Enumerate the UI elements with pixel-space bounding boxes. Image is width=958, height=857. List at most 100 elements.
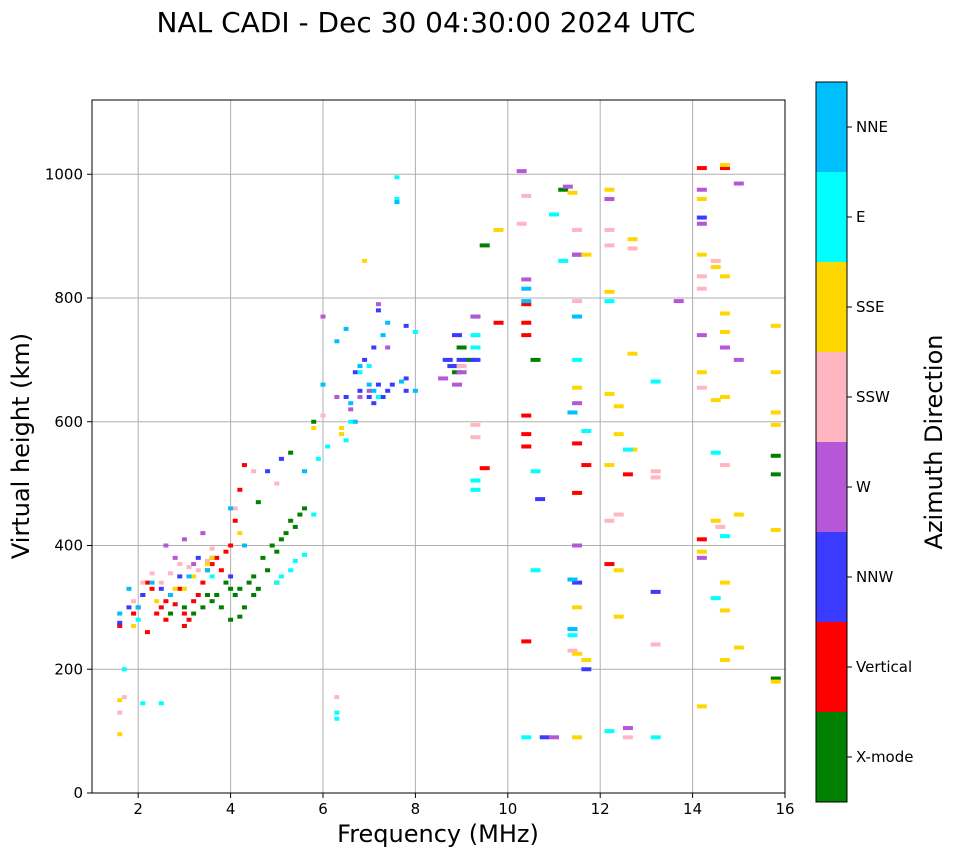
y-tick-label: 600	[54, 413, 83, 431]
data-point	[269, 543, 275, 548]
data-point	[650, 642, 661, 647]
y-axis-label: Virtual height (km)	[7, 333, 35, 559]
data-point	[255, 500, 261, 505]
data-point	[572, 385, 583, 390]
colorbar-segment	[816, 172, 847, 262]
data-point	[117, 620, 123, 625]
data-point	[348, 401, 354, 406]
data-point	[195, 555, 201, 560]
data-point	[172, 602, 178, 607]
data-point	[710, 258, 721, 263]
data-point	[334, 339, 340, 344]
data-point	[200, 605, 206, 610]
data-point	[572, 314, 583, 319]
data-point	[696, 333, 707, 338]
data-point	[288, 568, 294, 573]
data-point	[131, 599, 137, 604]
grid-lines	[92, 100, 786, 794]
data-point	[567, 410, 578, 415]
x-tick-label: 14	[683, 800, 702, 818]
data-point	[403, 376, 409, 381]
data-point	[719, 463, 730, 468]
data-point	[334, 695, 340, 700]
y-tick-label: 0	[73, 784, 83, 802]
data-point	[191, 599, 197, 604]
data-point	[770, 472, 781, 477]
data-point	[558, 187, 569, 192]
data-point	[181, 537, 187, 542]
data-point	[456, 345, 467, 350]
data-point	[696, 549, 707, 554]
data-point	[627, 237, 638, 242]
data-point	[715, 524, 726, 529]
data-point	[530, 568, 541, 573]
data-point	[366, 382, 372, 387]
data-point	[158, 701, 164, 706]
data-point	[710, 450, 721, 455]
data-point	[371, 388, 377, 393]
data-point	[770, 323, 781, 328]
data-point	[149, 586, 155, 591]
data-point	[186, 617, 192, 622]
data-point	[223, 580, 229, 585]
data-point	[366, 364, 372, 369]
data-point	[604, 187, 615, 192]
data-point	[470, 487, 481, 492]
data-point	[650, 589, 661, 594]
data-point	[549, 735, 559, 740]
data-point	[572, 299, 583, 304]
data-point	[581, 657, 592, 662]
data-point	[719, 608, 730, 613]
data-point	[567, 190, 578, 195]
data-point	[650, 469, 661, 474]
data-point	[770, 676, 781, 681]
data-point	[696, 370, 707, 375]
data-point	[168, 571, 174, 576]
data-point	[572, 441, 583, 446]
data-point	[117, 698, 123, 703]
data-point	[581, 667, 592, 672]
data-point	[604, 518, 615, 523]
data-point	[334, 716, 340, 721]
data-point	[710, 518, 721, 523]
data-point	[604, 299, 615, 304]
data-point	[770, 370, 781, 375]
data-point	[770, 528, 781, 533]
data-point	[581, 429, 592, 434]
data-point	[320, 413, 326, 418]
data-point	[288, 518, 294, 523]
data-point	[205, 593, 210, 597]
data-point	[456, 364, 467, 369]
data-point	[246, 580, 252, 585]
data-point	[288, 450, 294, 455]
colorbar-segment	[816, 532, 847, 622]
data-point	[371, 401, 377, 406]
data-point	[604, 227, 615, 232]
data-point	[380, 395, 386, 399]
data-point	[135, 617, 141, 622]
data-point	[149, 580, 155, 585]
colorbar-segment	[816, 712, 847, 802]
data-point	[218, 605, 224, 610]
series-nne	[117, 200, 583, 632]
data-point	[168, 611, 174, 616]
data-point	[719, 274, 730, 279]
data-point	[302, 506, 308, 511]
data-point	[622, 726, 633, 731]
data-point	[696, 537, 707, 542]
data-point	[733, 181, 744, 186]
data-point	[581, 252, 592, 257]
data-point	[493, 227, 504, 232]
data-point	[733, 357, 744, 362]
data-point	[719, 311, 730, 316]
y-tick-label: 800	[54, 289, 83, 307]
data-point	[177, 562, 183, 567]
data-point	[366, 388, 372, 393]
data-point	[558, 258, 569, 263]
data-point	[283, 531, 289, 536]
x-axis-ticks: 2 4 6 8 10 12 14 16	[133, 793, 795, 818]
data-point	[719, 534, 730, 539]
colorbar-tick-label: SSE	[856, 298, 885, 316]
data-point	[613, 404, 624, 409]
data-point	[343, 438, 349, 443]
